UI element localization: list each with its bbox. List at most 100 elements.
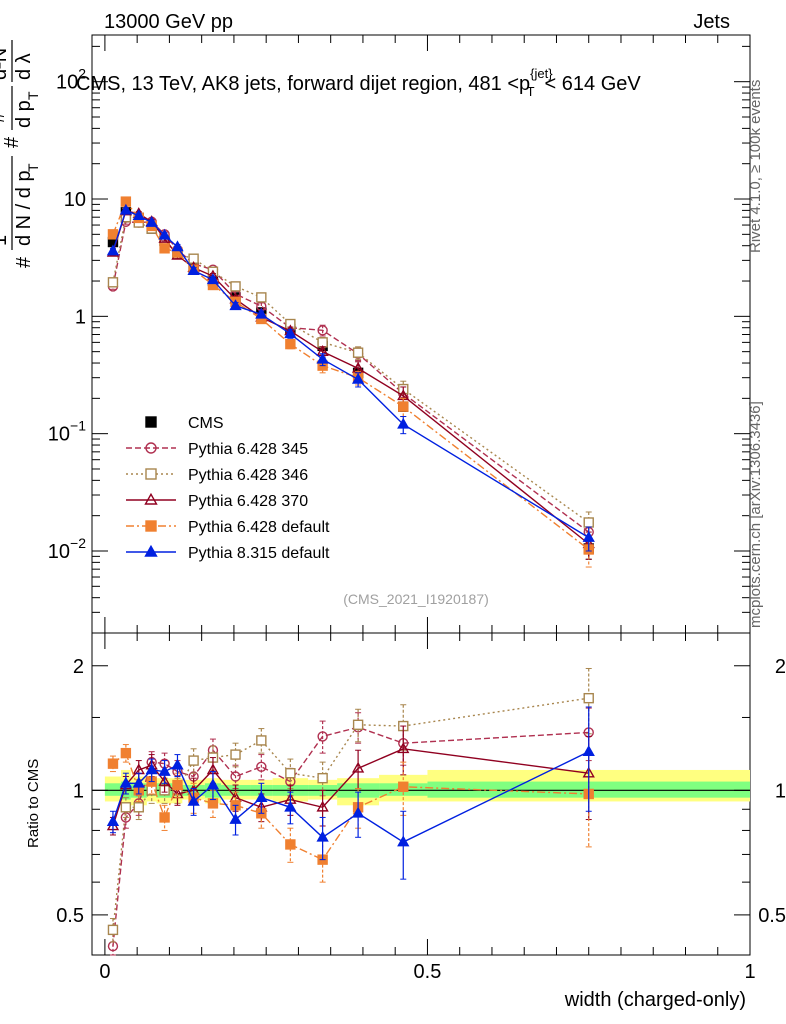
ratio-series-p8def xyxy=(106,706,595,880)
legend-item-p345: Pythia 6.428 345 xyxy=(126,441,308,458)
ratio-point-p346 xyxy=(285,768,296,779)
legend-item-p346: Pythia 6.428 346 xyxy=(126,467,308,484)
legend-marker xyxy=(145,468,157,480)
main-point-p6def xyxy=(398,401,409,412)
svg-text:T: T xyxy=(25,163,41,172)
main-point-p346 xyxy=(230,281,241,292)
ratio-point-p6def xyxy=(120,747,132,759)
ratio-line-p346 xyxy=(112,697,589,930)
ratio-y-tick-label-right: 0.5 xyxy=(758,905,786,927)
main-point-p6def xyxy=(159,243,170,254)
ratio-point-p8def xyxy=(316,830,329,842)
svg-text:1: 1 xyxy=(0,235,11,246)
legend-label: Pythia 6.428 370 xyxy=(188,493,308,510)
ratio-point-p8def xyxy=(171,758,184,770)
rivet-label: Rivet 4.1.0, ≥ 100k events xyxy=(747,80,764,253)
ratio-y-label: Ratio to CMS xyxy=(25,759,42,848)
ratio-point-p6def xyxy=(107,758,119,769)
x-axis-label: width (charged-only) xyxy=(564,989,746,1011)
ratio-point-p8def xyxy=(187,794,200,806)
main-point-p346 xyxy=(583,517,594,528)
ratio-series-layer xyxy=(106,667,595,956)
ratio-point-p346 xyxy=(133,802,144,813)
ratio-point-p6def xyxy=(207,798,219,809)
x-tick-label: 0 xyxy=(99,961,110,983)
ratio-point-p8def xyxy=(132,776,145,788)
ratio-y-tick-label: 0.5 xyxy=(56,905,84,927)
main-y-label: # d N / d p T 1 # d p T # d λ d²N xyxy=(0,40,41,268)
ratio-point-p8def xyxy=(119,776,133,788)
ratio-point-p8def xyxy=(582,745,595,756)
main-y-tick-label: 10−1 xyxy=(48,418,86,446)
ratio-axis-ticks: 0.5 0.5 1 1 2 2 0 0.5 1 xyxy=(56,633,786,983)
ratio-uncertainty-bands xyxy=(104,769,750,810)
main-point-p8def xyxy=(229,299,242,311)
ratio-point-p346 xyxy=(256,735,267,746)
ratio-point-p346 xyxy=(188,755,199,766)
main-point-p8def xyxy=(255,307,268,319)
mcplots-label: mcplots.cern.ch [arXiv:1306.3436] xyxy=(747,401,764,628)
main-series-layer xyxy=(106,196,595,568)
ratio-line-p345 xyxy=(112,726,589,947)
main-axis-ticks: 10−2 10−1 1 10 102 xyxy=(48,35,751,634)
ratio-point-p8def xyxy=(158,764,171,776)
legend-item-p8def: Pythia 8.315 default xyxy=(126,544,330,562)
legend-marker xyxy=(145,520,157,532)
ratio-point-p6def xyxy=(159,812,170,823)
legend-marker xyxy=(144,492,158,505)
main-point-p8def xyxy=(106,244,120,256)
main-point-p8def xyxy=(284,327,297,339)
ratio-y-tick-label-right: 2 xyxy=(775,656,786,678)
legend-label: CMS xyxy=(188,415,224,432)
main-point-p346 xyxy=(256,292,267,303)
main-point-p6def xyxy=(285,338,296,350)
main-point-p8def xyxy=(397,417,410,429)
ratio-point-p370 xyxy=(351,761,365,773)
legend-label: Pythia 6.428 345 xyxy=(188,441,308,458)
main-point-p8def xyxy=(206,273,220,285)
main-line-p8def xyxy=(112,209,590,539)
main-point-p346 xyxy=(352,347,364,358)
ratio-point-p8def xyxy=(351,806,365,818)
main-series-p346 xyxy=(107,211,594,537)
main-point-p8def xyxy=(187,264,200,275)
main-series-p8def xyxy=(106,203,595,552)
main-point-p346 xyxy=(107,277,119,288)
legend-label: Pythia 6.428 default xyxy=(188,519,330,536)
ratio-point-p6def xyxy=(398,781,409,792)
main-y-tick-label: 10−2 xyxy=(48,535,86,563)
main-point-p8def xyxy=(119,203,133,215)
ratio-point-p346 xyxy=(107,924,119,936)
svg-text:#: # xyxy=(0,111,9,123)
main-point-p345 xyxy=(317,325,328,336)
ratio-y-tick-label: 2 xyxy=(73,656,84,678)
ratio-point-p8def xyxy=(255,791,268,802)
ratio-point-p345 xyxy=(317,731,328,742)
main-title: CMS, 13 TeV, AK8 jets, forward dijet reg… xyxy=(76,66,641,99)
x-tick-label: 0.5 xyxy=(414,961,442,983)
svg-text:#: # xyxy=(13,256,35,268)
legend-marker xyxy=(144,544,158,557)
main-point-p6def xyxy=(107,229,119,240)
main-y-tick-label: 1 xyxy=(75,306,86,328)
ratio-point-p346 xyxy=(352,719,364,731)
ratio-point-p345 xyxy=(230,771,241,782)
header-left: 13000 GeV pp xyxy=(104,11,233,33)
legend-item-p370: Pythia 6.428 370 xyxy=(126,492,308,510)
ratio-y-tick-label: 1 xyxy=(73,780,84,802)
ratio-band-inner xyxy=(104,783,122,796)
legend-label: Pythia 8.315 default xyxy=(188,545,330,562)
svg-text:T: T xyxy=(25,91,41,100)
ratio-point-p8def xyxy=(229,812,242,824)
legend-marker xyxy=(145,416,157,428)
ratio-point-p8def xyxy=(206,778,220,790)
ratio-point-p6def xyxy=(172,779,183,791)
legend-label: Pythia 6.428 346 xyxy=(188,467,308,484)
svg-text:d λ: d λ xyxy=(13,53,35,80)
main-point-p8def xyxy=(158,228,171,240)
ratio-point-p346 xyxy=(317,772,328,784)
main-point-p8def xyxy=(145,215,158,227)
ratio-point-p370 xyxy=(316,800,329,812)
ratio-line-p6def xyxy=(112,751,589,861)
main-point-p8def xyxy=(351,372,365,384)
